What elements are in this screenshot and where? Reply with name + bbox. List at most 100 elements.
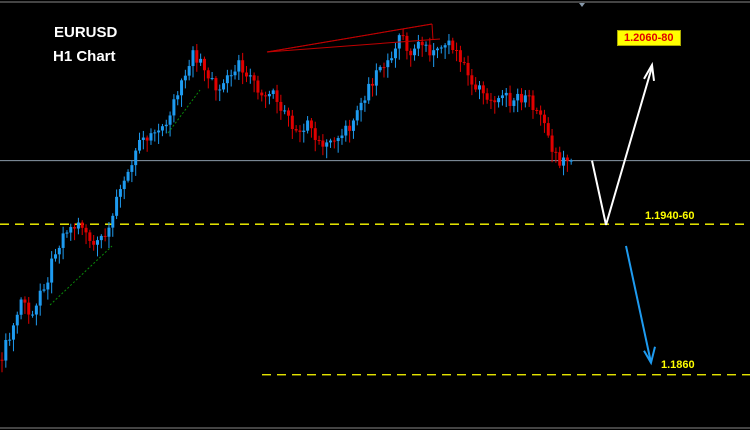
- resistance-connector: [431, 23, 434, 41]
- candle-body: [474, 84, 478, 90]
- candle-body: [53, 254, 57, 259]
- candle-body: [351, 120, 355, 131]
- candle-body: [569, 160, 573, 162]
- candle-body: [283, 110, 287, 112]
- candle-body: [355, 110, 359, 121]
- candle-body: [455, 50, 459, 52]
- candle-body: [329, 140, 333, 143]
- candle-body: [176, 95, 180, 100]
- candle-body: [562, 157, 566, 166]
- candle-body: [493, 100, 497, 103]
- candle-body: [149, 133, 153, 141]
- candle-body: [332, 140, 336, 142]
- candle-body: [96, 240, 99, 245]
- candle-body: [344, 125, 348, 136]
- candle-body: [99, 235, 103, 241]
- target-label: 1.2060-80: [617, 30, 681, 46]
- candle-body: [359, 102, 363, 111]
- candle-body: [527, 95, 531, 97]
- candle-body: [558, 152, 562, 166]
- candle-body: [382, 67, 386, 69]
- candle-body: [287, 110, 290, 116]
- shift-marker-icon: [579, 3, 585, 7]
- candle-body: [111, 215, 115, 228]
- candle-body: [126, 171, 130, 181]
- candle-body: [222, 83, 226, 90]
- candle-body: [413, 48, 417, 56]
- candle-body: [424, 44, 428, 46]
- candle-body: [195, 50, 199, 63]
- candle-body: [183, 75, 187, 81]
- candle-body: [80, 222, 84, 228]
- candle-body: [73, 227, 77, 229]
- candle-body: [378, 67, 382, 71]
- candle-body: [504, 92, 508, 96]
- candle-body: [489, 99, 493, 101]
- candle-body: [371, 83, 375, 86]
- candle-body: [260, 92, 264, 96]
- candle-body: [565, 157, 569, 161]
- bearish-arrowhead-icon: [643, 346, 656, 366]
- candle-body: [115, 196, 119, 216]
- candle-body: [252, 75, 256, 81]
- candle-body: [118, 189, 122, 197]
- candle-body: [61, 233, 65, 248]
- candle-body: [92, 240, 96, 245]
- candle-body: [168, 115, 172, 125]
- candle-body: [500, 95, 504, 99]
- candle-body: [386, 60, 390, 68]
- candle-body: [443, 45, 447, 48]
- candle-body: [550, 135, 554, 152]
- candle-body: [225, 75, 229, 84]
- candle-body: [485, 93, 489, 100]
- resistance-line-1b: [266, 23, 433, 53]
- candle-body: [218, 89, 222, 91]
- candle-body: [447, 40, 451, 46]
- candle-body: [214, 78, 218, 91]
- candle-body: [435, 48, 439, 51]
- candle-body: [191, 50, 195, 67]
- candle-body: [46, 282, 50, 290]
- candle-body: [516, 93, 520, 101]
- candle-body: [31, 314, 35, 316]
- resistance-line-2: [266, 38, 441, 53]
- candle-body: [187, 66, 191, 76]
- candle-body: [65, 232, 69, 234]
- candle-body: [107, 227, 111, 237]
- candle-body: [244, 72, 248, 77]
- candle-body: [69, 227, 73, 233]
- candle-body: [11, 325, 15, 340]
- candle-body: [23, 299, 27, 303]
- candle-body: [160, 126, 164, 131]
- candle-body: [451, 40, 455, 51]
- candle-body: [531, 95, 535, 110]
- candle-body: [210, 78, 214, 80]
- bullish-projection-arrow: [591, 66, 653, 226]
- candle-body: [130, 165, 134, 172]
- candle-body: [508, 92, 512, 106]
- candle-body: [546, 123, 550, 136]
- candle-body: [317, 140, 321, 142]
- level-label-1: 1.1940-60: [645, 210, 695, 222]
- candle-body: [466, 62, 470, 76]
- support-trendline-1: [167, 89, 201, 134]
- candle-body: [27, 302, 31, 315]
- candle-body: [271, 90, 275, 95]
- candle-body: [8, 339, 12, 341]
- candle-body: [157, 130, 161, 133]
- candle-body: [428, 44, 432, 56]
- candle-body: [313, 128, 317, 141]
- candle-body: [134, 150, 138, 166]
- candle-body: [19, 299, 23, 315]
- candle-body: [367, 83, 371, 101]
- candle-body: [478, 85, 481, 90]
- level-label-2: 1.1860: [661, 359, 695, 371]
- candle-body: [523, 95, 527, 103]
- candle-body: [481, 85, 485, 94]
- candle-body: [122, 180, 126, 190]
- timeframe-subtitle: H1 Chart: [53, 48, 116, 65]
- candle-body: [542, 114, 546, 124]
- candle-body: [520, 93, 524, 103]
- candle-body: [141, 137, 145, 140]
